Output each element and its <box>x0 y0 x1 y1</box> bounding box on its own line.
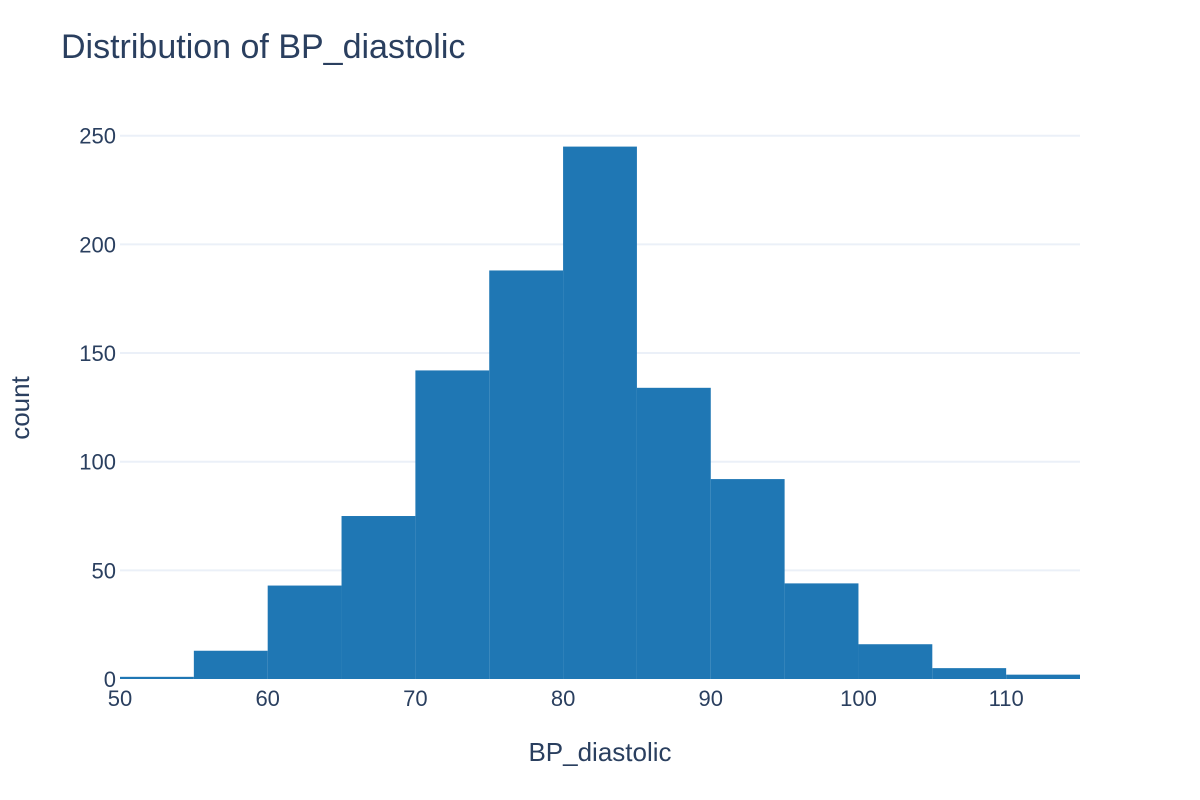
histogram-bar <box>193 650 268 679</box>
histogram-bar <box>489 270 564 679</box>
histogram-bar <box>120 676 194 679</box>
x-tick-label: 90 <box>699 686 723 711</box>
y-tick-label: 100 <box>79 450 116 475</box>
histogram-bar <box>858 644 933 679</box>
y-tick-label: 50 <box>92 558 116 583</box>
x-tick-label: 110 <box>989 686 1024 711</box>
histogram-bars <box>120 146 1080 679</box>
histogram-bar <box>267 585 342 679</box>
histogram-bar <box>932 668 1007 679</box>
histogram-bar <box>341 516 416 679</box>
histogram-bar <box>710 479 785 679</box>
histogram-bar <box>415 370 490 679</box>
x-tick-label: 70 <box>403 686 427 711</box>
y-tick-label: 250 <box>79 124 116 149</box>
y-tick-label: 0 <box>104 667 116 692</box>
y-axis-title: count <box>5 375 35 439</box>
x-axis-title: BP_diastolic <box>528 737 671 767</box>
y-tick-label: 200 <box>79 232 116 257</box>
histogram-bar <box>784 583 859 679</box>
x-tick-label: 100 <box>840 686 877 711</box>
x-tick-label: 60 <box>255 686 279 711</box>
y-tick-label: 150 <box>79 341 116 366</box>
histogram-bar <box>1006 674 1080 679</box>
x-tick-label: 80 <box>551 686 575 711</box>
x-axis-ticks: 50 60 70 80 90 100 110 <box>108 686 1024 711</box>
histogram-bar <box>636 387 711 679</box>
x-tick-label: 50 <box>108 686 132 711</box>
y-axis-ticks: 0 50 100 150 200 250 <box>79 124 116 692</box>
histogram-bar <box>563 146 637 679</box>
chart-title: Distribution of BP_diastolic <box>61 28 466 66</box>
